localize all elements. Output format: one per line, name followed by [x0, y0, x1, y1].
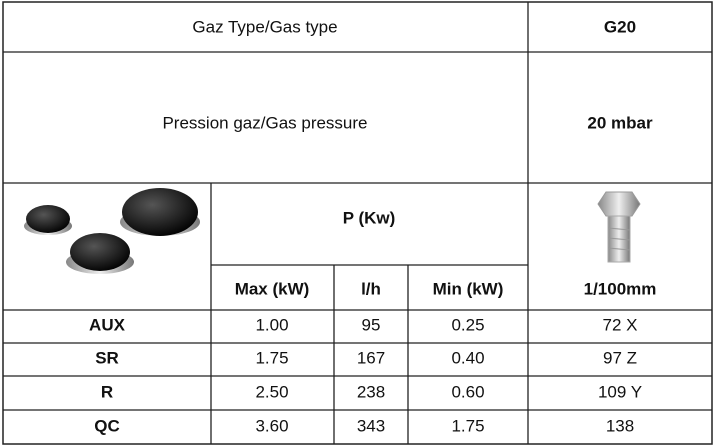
cell: 97 Z — [603, 348, 637, 367]
cell: 167 — [357, 348, 385, 367]
row-label: QC — [94, 416, 120, 435]
column-header: Min (kW) — [433, 279, 504, 298]
group-header: P (Kw) — [343, 208, 396, 227]
row-label: SR — [95, 348, 119, 367]
nozzle-image — [597, 191, 641, 263]
cell: 343 — [357, 416, 385, 435]
cell: 1.75 — [451, 416, 484, 435]
cell: 138 — [606, 416, 634, 435]
cell: 1.75 — [255, 348, 288, 367]
burner-image — [24, 188, 200, 274]
cell: 2.50 — [255, 382, 288, 401]
cell: 1.00 — [255, 315, 288, 334]
cell: 0.60 — [451, 382, 484, 401]
pressure-value: 20 mbar — [587, 113, 653, 132]
column-header: 1/100mm — [584, 279, 657, 298]
gas-type-label: Gaz Type/Gas type — [192, 17, 337, 36]
column-header: l/h — [361, 279, 381, 298]
cell: 238 — [357, 382, 385, 401]
column-header: Max (kW) — [235, 279, 310, 298]
cell: 109 Y — [598, 382, 642, 401]
cell: 3.60 — [255, 416, 288, 435]
cell: 95 — [362, 315, 381, 334]
row-label: AUX — [89, 315, 126, 334]
gas-type-value: G20 — [604, 17, 636, 36]
cell: 72 X — [603, 315, 638, 334]
cell: 0.40 — [451, 348, 484, 367]
row-label: R — [101, 382, 113, 401]
cell: 0.25 — [451, 315, 484, 334]
pressure-label: Pression gaz/Gas pressure — [162, 113, 367, 132]
